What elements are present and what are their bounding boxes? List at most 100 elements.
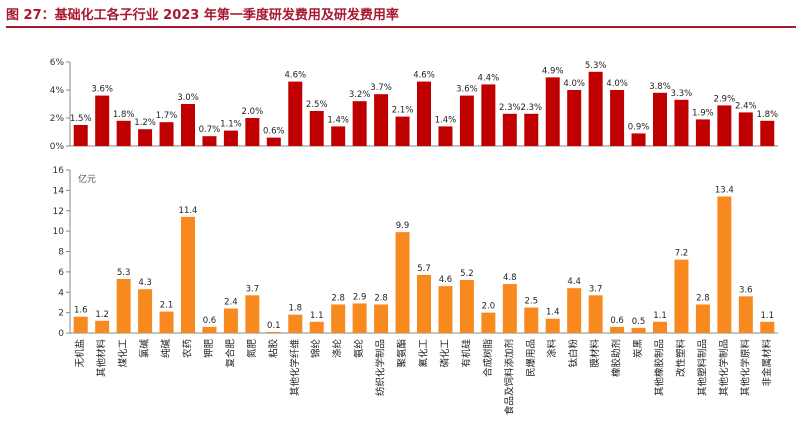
rate-data-label: 4.9% xyxy=(542,66,564,76)
expense-data-label: 0.5 xyxy=(632,317,646,327)
category-label: 其他塑料制品 xyxy=(696,339,708,396)
rate-data-label: 3.7% xyxy=(370,83,392,93)
expense-bar xyxy=(395,232,410,333)
rate-y-tick-label: 2% xyxy=(50,114,65,124)
expense-data-label: 3.7 xyxy=(589,284,603,294)
rate-bar xyxy=(374,94,389,146)
expense-data-label: 1.4 xyxy=(546,308,560,318)
expense-bar xyxy=(159,311,174,333)
category-label: 其他化学纤维 xyxy=(289,339,301,397)
rate-data-label: 1.8% xyxy=(113,110,135,120)
expense-bar xyxy=(266,331,281,333)
expense-data-label: 3.6 xyxy=(739,285,753,295)
expense-data-label: 5.3 xyxy=(117,268,131,278)
expense-y-tick-label: 10 xyxy=(53,227,65,237)
rate-data-label: 4.6% xyxy=(413,71,435,81)
category-label: 民爆用品 xyxy=(525,339,537,377)
expense-y-tick-label: 2 xyxy=(58,309,64,319)
rate-data-label: 3.6% xyxy=(91,85,113,95)
expense-data-label: 0.6 xyxy=(610,316,624,326)
rate-data-label: 1.7% xyxy=(156,111,178,121)
expense-bar xyxy=(738,296,753,333)
rate-bar xyxy=(138,129,153,146)
expense-data-label: 4.4 xyxy=(567,277,581,287)
rate-data-label: 2.3% xyxy=(499,103,521,113)
rate-y-tick-label: 4% xyxy=(50,86,65,96)
rate-bar xyxy=(417,81,431,146)
rate-data-label: 1.4% xyxy=(327,115,349,125)
expense-bar xyxy=(760,321,775,333)
rate-bar xyxy=(717,105,732,146)
category-label: 氮肥 xyxy=(246,339,258,359)
category-label: 改性塑料 xyxy=(675,339,687,378)
expense-bar xyxy=(610,326,625,333)
rate-y-tick-label: 6% xyxy=(50,58,65,68)
expense-bar xyxy=(631,327,646,333)
expense-data-label: 1.6 xyxy=(74,306,88,316)
rate-data-label: 1.9% xyxy=(692,108,714,118)
expense-data-label: 5.2 xyxy=(460,269,474,279)
rate-data-label: 0.9% xyxy=(628,122,650,132)
rate-data-label: 4.0% xyxy=(606,79,628,89)
rate-data-label: 3.0% xyxy=(177,93,199,103)
rate-bar xyxy=(481,84,496,146)
rate-bar xyxy=(695,119,710,146)
rate-data-label: 0.7% xyxy=(199,125,221,135)
expense-data-label: 1.8 xyxy=(289,304,303,314)
rate-bar xyxy=(116,120,131,146)
rate-bar xyxy=(502,113,517,146)
rate-bar xyxy=(288,81,303,146)
expense-y-tick-label: 8 xyxy=(58,248,64,258)
category-label: 锦纶 xyxy=(310,339,322,359)
category-label: 无机盐 xyxy=(74,339,86,368)
expense-bar xyxy=(352,303,367,333)
expense-bar xyxy=(567,288,582,333)
category-label: 钛白粉 xyxy=(568,339,580,368)
category-label: 涂料 xyxy=(546,339,558,359)
rate-data-label: 1.5% xyxy=(70,114,92,124)
category-label: 粘胶 xyxy=(267,339,279,359)
rate-bar xyxy=(567,90,582,146)
expense-data-label: 2.0 xyxy=(482,302,496,312)
expense-data-label: 2.8 xyxy=(331,293,345,303)
rate-bar xyxy=(95,95,110,146)
expense-data-label: 2.5 xyxy=(525,297,539,307)
expense-data-label: 2.4 xyxy=(224,298,238,308)
expense-bar xyxy=(116,279,131,333)
rate-bar xyxy=(738,112,753,146)
expense-y-tick-label: 12 xyxy=(53,207,64,217)
expense-data-label: 2.1 xyxy=(160,301,174,311)
category-label: 非金属材料 xyxy=(761,339,773,387)
expense-bar xyxy=(695,304,710,333)
expense-bar xyxy=(309,321,324,333)
rate-bar xyxy=(524,113,539,146)
expense-bar xyxy=(674,259,689,333)
category-label: 其他化学原料 xyxy=(739,339,751,397)
rate-data-label: 2.1% xyxy=(392,106,414,116)
rate-data-label: 0.6% xyxy=(263,127,285,137)
category-label: 食品及饲料添加剂 xyxy=(503,339,515,415)
rate-bar xyxy=(202,136,217,146)
expense-bar xyxy=(138,289,153,333)
category-label: 氨纶 xyxy=(353,339,365,359)
expense-bar xyxy=(438,286,453,333)
rate-data-label: 5.3% xyxy=(585,61,607,71)
rate-bar xyxy=(309,111,324,146)
expense-data-label: 7.2 xyxy=(675,249,689,259)
expense-y-tick-label: 6 xyxy=(58,268,64,278)
expense-bar xyxy=(245,295,260,333)
expense-unit-label: 亿元 xyxy=(78,173,96,185)
expense-data-label: 4.3 xyxy=(138,278,152,288)
expense-data-label: 1.2 xyxy=(95,310,109,320)
expense-data-label: 4.8 xyxy=(503,273,517,283)
rate-bar xyxy=(674,99,689,146)
category-label: 涤纶 xyxy=(332,339,344,359)
rate-data-label: 4.6% xyxy=(284,71,306,81)
expense-data-label: 2.9 xyxy=(353,292,367,302)
expense-bar xyxy=(417,274,431,333)
expense-bar xyxy=(524,307,539,333)
expense-bar xyxy=(288,314,303,333)
category-label: 磷化工 xyxy=(439,339,451,368)
category-label: 钾肥 xyxy=(203,339,215,359)
